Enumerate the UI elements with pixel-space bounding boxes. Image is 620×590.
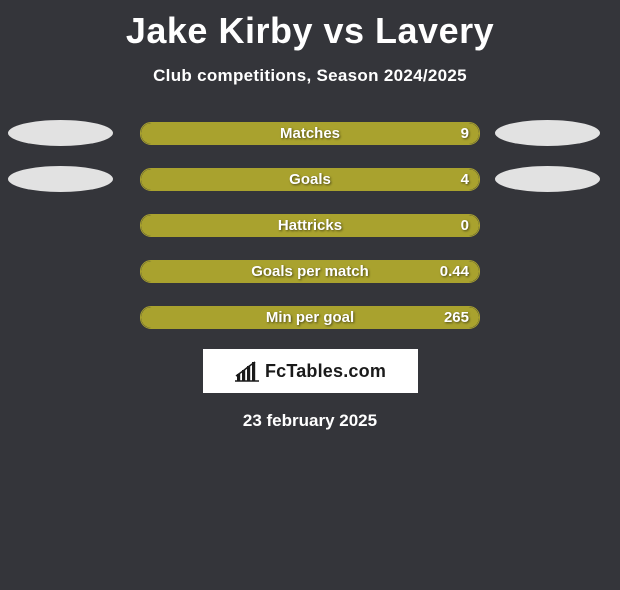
stat-bar-fill [141,123,479,144]
player2-value-ellipse [495,166,600,192]
comparison-title: Jake Kirby vs Lavery [0,10,620,52]
bar-chart-icon [234,360,260,382]
player2-value-ellipse [495,120,600,146]
date-line: 23 february 2025 [0,411,620,431]
stat-bar-fill [141,307,479,328]
brand-text: FcTables.com [265,361,386,382]
brand-box: FcTables.com [203,349,418,393]
player1-name: Jake Kirby [126,10,313,51]
stat-rows: Matches9 Goals4 Hattricks0 Goals per match0… [0,122,620,329]
stat-bar: Matches9 [140,122,480,145]
subtitle: Club competitions, Season 2024/2025 [0,66,620,86]
stat-row: Hattricks0 [0,214,620,237]
stat-row: Matches9 [0,122,620,145]
stat-row: Goals4 [0,168,620,191]
stat-bar-fill [141,261,479,282]
stat-bar: Goals4 [140,168,480,191]
stat-bar-fill [141,215,479,236]
player1-value-ellipse [8,166,113,192]
player2-name: Lavery [375,10,494,51]
stat-bar: Goals per match0.44 [140,260,480,283]
stat-bar: Min per goal265 [140,306,480,329]
stat-row: Goals per match0.44 [0,260,620,283]
stat-row: Min per goal265 [0,306,620,329]
title-connector: vs [323,10,364,51]
player1-value-ellipse [8,120,113,146]
stat-bar-fill [141,169,479,190]
stat-bar: Hattricks0 [140,214,480,237]
